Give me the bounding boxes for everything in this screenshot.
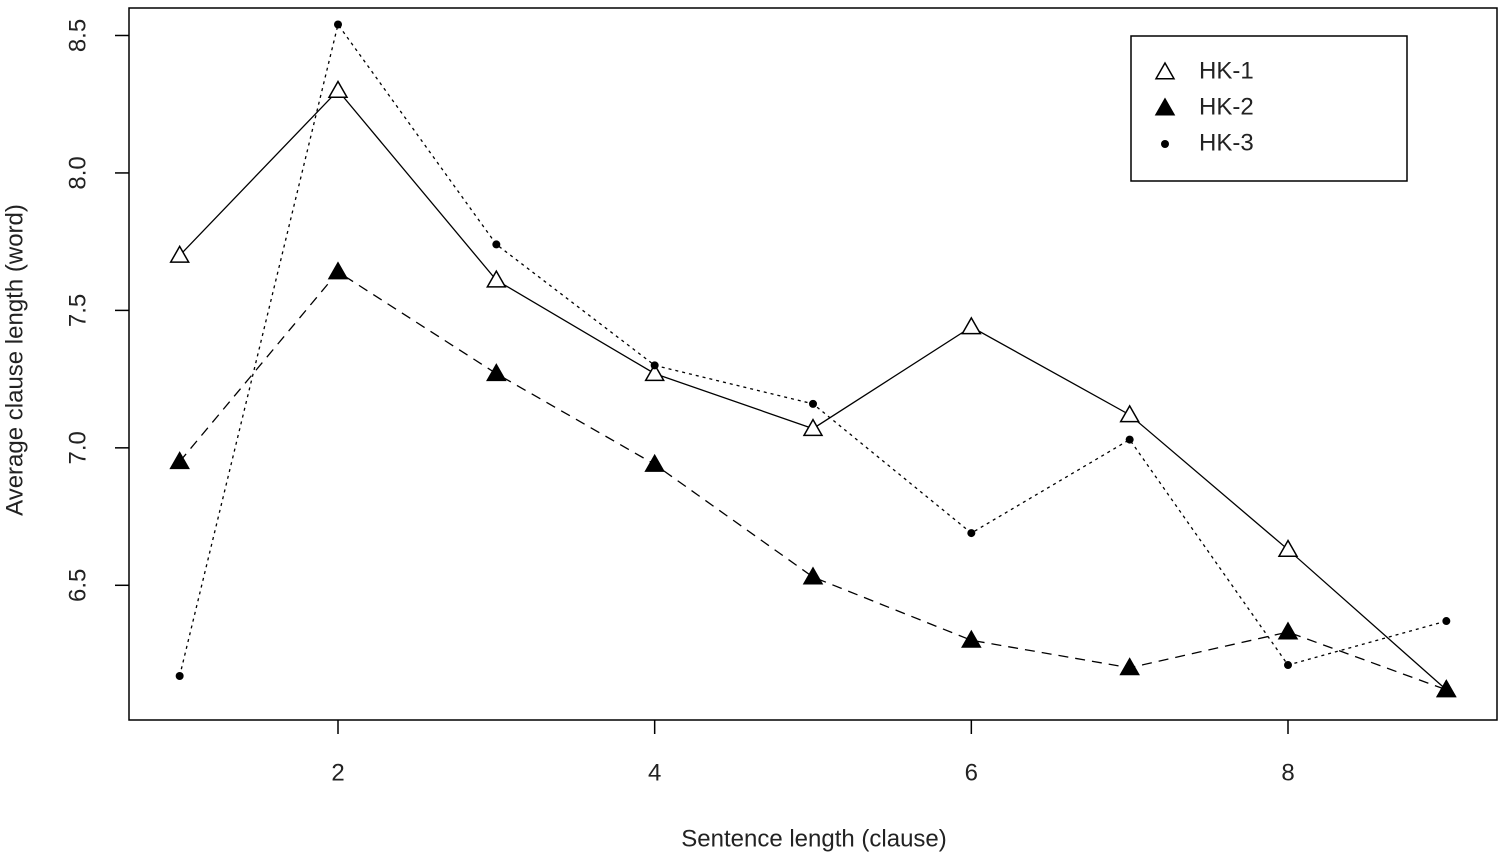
legend-label: HK-2: [1199, 93, 1254, 120]
legend-marker: [1154, 61, 1176, 80]
plot-frame: [128, 7, 1498, 721]
y-axis-title: Average clause length (word): [1, 204, 28, 516]
legend-label: HK-3: [1199, 129, 1254, 156]
x-tick-label: 8: [1281, 759, 1294, 786]
data-point: [961, 316, 982, 335]
legend-box: [1130, 35, 1408, 182]
y-tick-label: 7.5: [64, 294, 91, 327]
y-tick-label: 8.5: [64, 19, 91, 52]
data-point: [802, 418, 824, 437]
data-point: [644, 363, 665, 382]
data-point: [175, 672, 184, 681]
x-tick-label: 2: [331, 759, 344, 786]
data-point: [334, 20, 342, 29]
x-tick-label: 4: [648, 759, 661, 786]
data-point: [1119, 657, 1140, 676]
data-point: [492, 240, 501, 249]
y-tick-label: 8.0: [64, 156, 91, 189]
data-point: [327, 79, 349, 98]
y-tick-label: 7.0: [64, 431, 91, 464]
data-point: [1119, 404, 1140, 423]
legend-marker: [1161, 140, 1169, 148]
data-point: [169, 244, 190, 263]
x-tick-label: 6: [965, 759, 978, 786]
data-point: [809, 399, 817, 408]
legend-marker: [1154, 97, 1176, 116]
data-point: [967, 529, 976, 538]
data-point: [1436, 679, 1457, 698]
data-point: [1125, 435, 1134, 444]
data-point: [327, 261, 349, 280]
x-axis-title: Sentence length (clause): [681, 825, 947, 852]
data-point: [1277, 539, 1299, 558]
data-point: [802, 566, 824, 585]
data-point: [169, 451, 190, 470]
data-point: [1284, 661, 1292, 670]
data-point: [644, 453, 665, 472]
series-line: [179, 271, 1447, 691]
legend-label: HK-1: [1199, 57, 1254, 84]
data-point: [486, 363, 507, 382]
data-point: [961, 629, 982, 648]
data-point: [1442, 617, 1451, 626]
data-point: [486, 269, 507, 288]
data-point: [1277, 621, 1299, 640]
y-tick-label: 6.5: [64, 569, 91, 602]
data-point: [650, 361, 659, 370]
